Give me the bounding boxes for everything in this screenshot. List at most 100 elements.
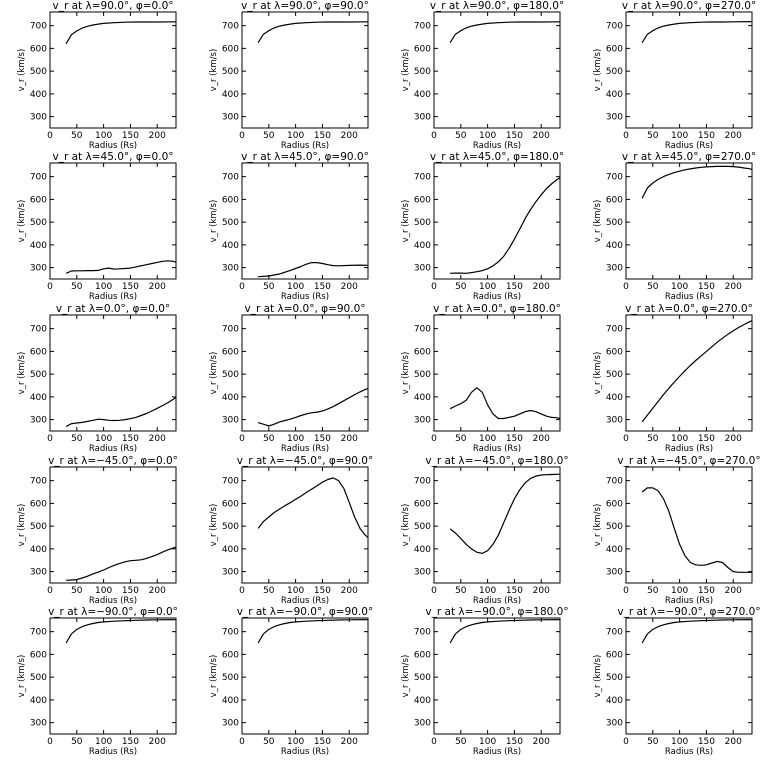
x-axis-label: Radius (Rs) (665, 747, 713, 757)
y-tick-label: 500 (606, 370, 623, 380)
y-tick-label: 600 (606, 650, 623, 660)
x-tick-label: 150 (698, 282, 715, 292)
plot-frame (241, 617, 369, 735)
x-tick-label: 0 (431, 737, 437, 747)
x-tick-label: 0 (431, 131, 437, 141)
plot-frame (625, 162, 753, 280)
plot-frame (49, 11, 177, 129)
panel-title: v_r at λ=0.0°, φ=90.0° (245, 303, 366, 315)
y-tick-label: 400 (30, 241, 47, 251)
x-tick-label: 150 (506, 434, 523, 444)
y-axis-label: v_r (km/s) (209, 655, 219, 698)
panel-title: v_r at λ=90.0°, φ=90.0° (241, 0, 369, 12)
y-tick-label: 400 (414, 90, 431, 100)
y-tick-label: 600 (414, 347, 431, 357)
plot-frame (241, 466, 369, 584)
x-tick-label: 200 (341, 434, 358, 444)
y-tick-label: 300 (414, 264, 431, 274)
x-tick-label: 0 (623, 737, 629, 747)
panel-4-3: v_r at λ=−45.0°, φ=180.0° 0 50 100 150 200 300… (401, 455, 569, 606)
x-tick-label: 100 (95, 434, 112, 444)
x-tick-label: 50 (263, 131, 275, 141)
y-tick-label: 700 (30, 477, 47, 487)
y-axis-label: v_r (km/s) (593, 504, 603, 547)
x-tick-label: 50 (647, 434, 659, 444)
x-tick-label: 150 (122, 131, 139, 141)
y-tick-label: 500 (222, 370, 239, 380)
panel-title: v_r at λ=−45.0°, φ=0.0° (48, 455, 178, 467)
series-line (257, 387, 369, 427)
y-tick-label: 600 (414, 44, 431, 54)
x-tick-label: 150 (122, 282, 139, 292)
x-tick-label: 100 (479, 737, 496, 747)
y-tick-label: 500 (222, 522, 239, 532)
y-tick-label: 600 (30, 195, 47, 205)
x-tick-label: 200 (725, 131, 742, 141)
x-tick-label: 100 (671, 282, 688, 292)
panel-4-4: v_r at λ=−45.0°, φ=270.0° 0 50 100 150 200 300… (593, 455, 761, 606)
y-tick-label: 500 (30, 67, 47, 77)
y-tick-label: 500 (606, 67, 623, 77)
x-axis-label: Radius (Rs) (89, 444, 137, 454)
y-tick-label: 300 (222, 719, 239, 729)
y-tick-label: 700 (30, 325, 47, 335)
y-tick-label: 600 (414, 499, 431, 509)
y-tick-label: 400 (222, 90, 239, 100)
y-tick-label: 600 (222, 347, 239, 357)
x-tick-label: 200 (533, 131, 550, 141)
y-tick-label: 500 (30, 218, 47, 228)
panel-title: v_r at λ=−90.0°, φ=90.0° (237, 606, 373, 618)
panel-title: v_r at λ=−45.0°, φ=270.0° (617, 455, 760, 467)
x-tick-label: 150 (314, 282, 331, 292)
y-tick-label: 600 (30, 499, 47, 509)
y-tick-label: 500 (30, 522, 47, 532)
panel-2-2: v_r at λ=45.0°, φ=90.0° 0 50 100 150 200 300 40… (209, 151, 369, 302)
y-axis-label: v_r (km/s) (401, 200, 411, 243)
series-line (449, 473, 560, 555)
panel-2-4: v_r at λ=45.0°, φ=270.0° 0 50 100 150 200 300 4… (593, 151, 756, 302)
x-tick-label: 0 (47, 282, 53, 292)
y-tick-label: 400 (606, 393, 623, 403)
x-tick-label: 50 (263, 586, 275, 596)
x-tick-label: 100 (479, 586, 496, 596)
y-tick-label: 600 (222, 44, 239, 54)
y-tick-label: 300 (30, 719, 47, 729)
panel-5-1: v_r at λ=−90.0°, φ=0.0° 0 50 100 150 200 300 40… (17, 606, 178, 757)
x-tick-label: 50 (455, 434, 467, 444)
x-tick-label: 200 (725, 282, 742, 292)
x-tick-label: 0 (47, 434, 53, 444)
x-tick-label: 0 (239, 586, 245, 596)
x-axis-label: Radius (Rs) (665, 444, 713, 454)
x-axis-label: Radius (Rs) (281, 596, 329, 606)
x-tick-label: 100 (95, 737, 112, 747)
x-tick-label: 200 (533, 737, 550, 747)
y-tick-label: 600 (30, 347, 47, 357)
y-axis-label: v_r (km/s) (17, 49, 27, 92)
x-tick-label: 150 (506, 737, 523, 747)
y-axis-label: v_r (km/s) (17, 655, 27, 698)
panel-title: v_r at λ=45.0°, φ=90.0° (241, 151, 369, 163)
plot-frame (433, 162, 561, 280)
x-tick-label: 200 (725, 737, 742, 747)
x-tick-label: 150 (122, 737, 139, 747)
y-tick-label: 600 (606, 499, 623, 509)
x-axis-label: Radius (Rs) (473, 141, 521, 151)
panel-title: v_r at λ=−45.0°, φ=90.0° (237, 455, 373, 467)
y-tick-label: 300 (30, 264, 47, 274)
x-tick-label: 50 (71, 434, 83, 444)
x-axis-label: Radius (Rs) (89, 596, 137, 606)
series-line (66, 546, 177, 581)
x-tick-label: 200 (149, 737, 166, 747)
y-tick-label: 600 (414, 650, 431, 660)
series-line (257, 477, 369, 538)
x-tick-label: 150 (698, 434, 715, 444)
x-tick-label: 100 (479, 131, 496, 141)
panel-1-1: v_r at λ=90.0°, φ=0.0° 0 50 100 150 200 300 400… (17, 0, 177, 151)
y-tick-label: 700 (606, 22, 623, 32)
series-line (449, 619, 561, 644)
y-tick-label: 300 (222, 113, 239, 123)
y-tick-label: 500 (414, 218, 431, 228)
y-tick-label: 300 (30, 113, 47, 123)
series-line (641, 487, 752, 573)
y-tick-label: 400 (414, 696, 431, 706)
